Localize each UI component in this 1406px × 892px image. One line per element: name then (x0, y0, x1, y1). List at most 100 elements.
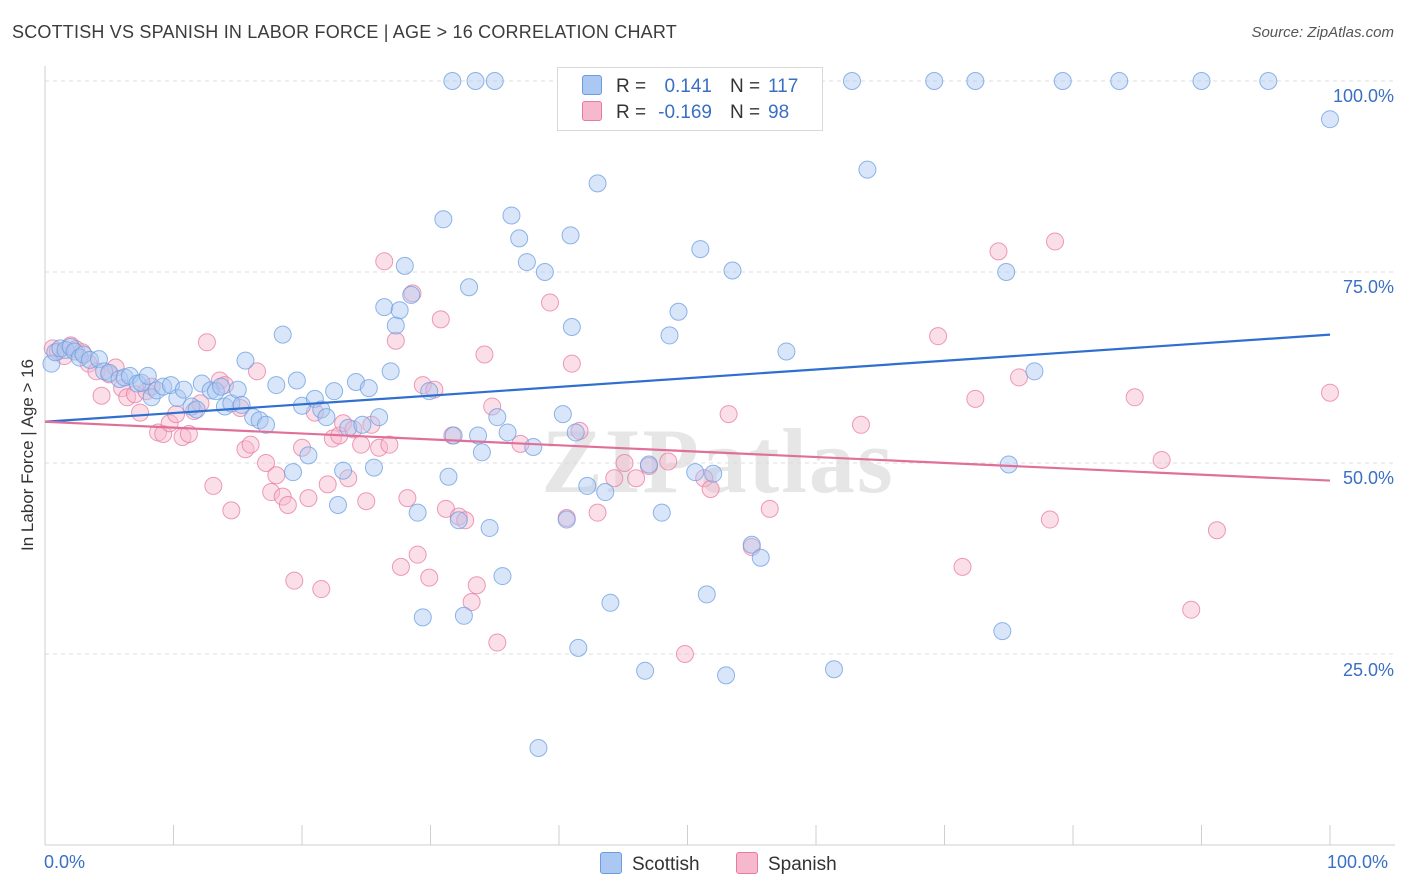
data-point-spanish (241, 435, 260, 454)
legend-n-label: N = (730, 76, 761, 97)
data-point-spanish (154, 424, 173, 443)
data-point-scottish (510, 229, 529, 248)
data-point-scottish (997, 263, 1016, 281)
data-point-scottish (454, 606, 473, 625)
data-point-spanish (851, 415, 870, 434)
data-point-spanish (701, 479, 720, 498)
data-point-spanish (386, 331, 405, 350)
data-point-scottish (751, 548, 770, 567)
data-point-scottish (517, 253, 536, 272)
data-point-spanish (483, 397, 502, 416)
data-point-spanish (293, 438, 311, 457)
data-point-spanish (248, 362, 267, 381)
data-point-scottish (1192, 72, 1211, 90)
x-tick-label: 0.0% (44, 852, 86, 872)
data-point-scottish (56, 340, 75, 359)
legend-label-scottish: Scottish (632, 854, 700, 875)
data-point-spanish (695, 469, 714, 488)
data-point-scottish (154, 377, 173, 396)
data-point-spanish (1010, 368, 1029, 387)
data-point-scottish (287, 371, 306, 390)
data-point-scottish (386, 316, 405, 335)
data-point-scottish (1110, 72, 1129, 90)
data-point-scottish (138, 366, 157, 385)
data-point-scottish (697, 585, 716, 604)
data-point-spanish (1046, 232, 1065, 251)
data-point-scottish (704, 464, 723, 483)
data-point-scottish (529, 738, 548, 757)
data-point-scottish (469, 426, 488, 445)
data-point-spanish (467, 576, 486, 595)
data-point-scottish (777, 342, 796, 361)
data-point-spanish (131, 403, 150, 422)
data-point-scottish (601, 593, 620, 612)
data-point-scottish (569, 638, 588, 657)
data-point-scottish (742, 535, 761, 554)
data-point-scottish (381, 362, 400, 381)
data-point-spanish (615, 454, 634, 472)
data-point-scottish (660, 326, 679, 345)
data-point-scottish (535, 263, 554, 281)
data-point-scottish (334, 461, 353, 480)
watermark: ZIPatlas (541, 410, 894, 512)
data-point-scottish (413, 608, 432, 627)
data-point-scottish (375, 298, 394, 317)
data-point-scottish (557, 510, 576, 529)
data-point-spanish (1207, 521, 1226, 540)
data-point-scottish (566, 423, 585, 442)
data-point-scottish (842, 72, 861, 90)
trend-line-scottish (44, 333, 1331, 423)
data-point-spanish (312, 580, 331, 599)
data-point-scottish (1025, 362, 1044, 381)
data-point-scottish (639, 455, 658, 474)
data-point-spanish (278, 496, 297, 515)
trend-lines (44, 333, 1331, 482)
data-point-scottish (328, 496, 347, 515)
data-point-scottish (132, 373, 151, 392)
data-point-spanish (475, 345, 494, 364)
data-point-spanish (719, 405, 738, 424)
data-point-spanish (1152, 450, 1171, 469)
data-point-scottish (493, 567, 512, 586)
data-point-spanish (262, 483, 281, 502)
legend-item-scottish[interactable]: Scottish (600, 852, 700, 876)
data-point-scottish (370, 408, 389, 427)
trend-line-spanish (44, 420, 1331, 482)
data-point-scottish (561, 226, 580, 245)
data-point-scottish (443, 72, 462, 90)
data-point-scottish (325, 382, 344, 401)
data-point-scottish (636, 661, 655, 680)
chart-title: SCOTTISH VS SPANISH IN LABOR FORCE | AGE… (12, 22, 677, 42)
data-point-spanish (299, 489, 318, 508)
data-point-scottish (250, 411, 269, 430)
data-point-scottish (395, 256, 414, 275)
data-point-scottish (228, 380, 247, 399)
legend-n-value: 117 (768, 76, 799, 97)
data-point-scottish (187, 400, 206, 419)
legend-r-label: R = (616, 102, 647, 123)
data-point-scottish (966, 72, 985, 90)
legend-item-spanish[interactable]: Spanish (736, 852, 837, 876)
data-point-scottish (466, 72, 485, 90)
data-point-spanish (257, 454, 276, 472)
data-point-scottish (1259, 72, 1278, 90)
data-point-scottish (236, 351, 255, 370)
data-point-spanish (179, 424, 198, 443)
data-point-scottish (434, 210, 453, 229)
data-point-spanish (462, 593, 481, 612)
data-point-spanish (989, 242, 1008, 261)
data-point-scottish (717, 666, 736, 685)
data-point-spanish (760, 499, 779, 518)
data-point-scottish (480, 518, 499, 537)
data-point-scottish (439, 467, 458, 486)
y-axis-label: In Labor Force | Age > 16 (18, 358, 37, 552)
data-point-spanish (627, 469, 646, 488)
data-point-scottish (192, 374, 211, 393)
data-point-scottish (588, 174, 607, 193)
data-point-scottish (1053, 72, 1072, 90)
legend-swatch-scottish (582, 75, 602, 95)
data-point-scottish (449, 511, 468, 530)
data-point-scottish (364, 458, 383, 477)
data-point-spanish (222, 501, 241, 520)
